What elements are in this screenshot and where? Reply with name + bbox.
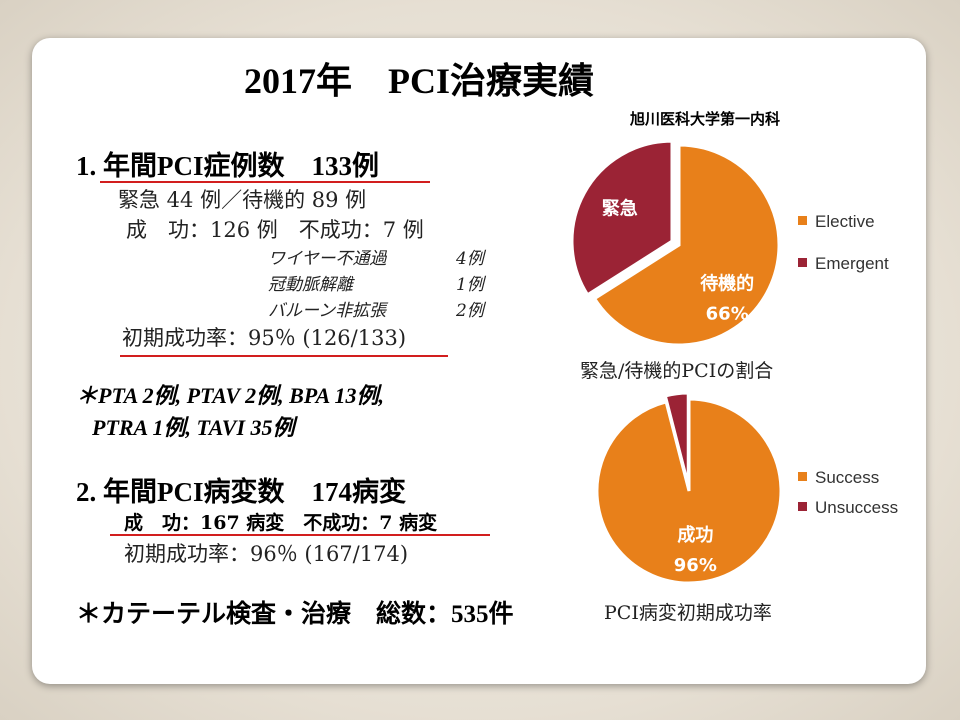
- pie-slice-elective: [592, 143, 781, 347]
- pie-value-label: 66%: [706, 303, 749, 324]
- legend-swatch: [798, 258, 807, 267]
- pie-value-label: 96%: [674, 555, 717, 576]
- section2-result-underline: [110, 534, 490, 536]
- procedure-note-line1: ＊PTA 2例, PTAV 2例, BPA 13例,: [76, 383, 385, 408]
- slide: 2017年 PCI治療実績 1. 年間PCI症例数 133例 緊急 44 例／待…: [32, 38, 926, 684]
- page-title: 2017年 PCI治療実績: [244, 61, 594, 101]
- legend-label: Success: [815, 468, 880, 487]
- section1-result: 成 功：126 例 不成功：7 例: [126, 218, 424, 242]
- chart1-caption: 緊急/待機的PCIの割合: [580, 360, 774, 382]
- section1-heading-underline: [100, 181, 430, 183]
- legend-label: Unsuccess: [815, 498, 899, 517]
- section2-success-rate: 初期成功率：96％ (167/174): [124, 542, 409, 566]
- pie-slice-success: [595, 397, 783, 585]
- failure-count-1: 4例: [456, 249, 484, 269]
- failure-count-2: 1例: [456, 275, 484, 295]
- failure-reason-3: バルーン非拡張: [268, 301, 387, 321]
- chart2-pie: 成功 96%: [595, 391, 783, 585]
- chart2-legend-success: Success: [798, 468, 879, 488]
- section2-heading: 2. 年間PCI病変数 174病変: [76, 477, 406, 507]
- pie-slice-emergent: [570, 139, 674, 297]
- legend-label: Elective: [815, 212, 875, 231]
- chart1-title: 旭川医科大学第一内科: [630, 110, 781, 128]
- failure-reason-2: 冠動脈解離: [268, 275, 353, 295]
- failure-reason-1: ワイヤー不通過: [268, 249, 387, 269]
- legend-swatch: [798, 502, 807, 511]
- section1-success-rate: 初期成功率：95％ (126/133): [122, 326, 407, 350]
- pie-slice-unsuccess: [663, 391, 690, 486]
- pie-slice-label: 成功: [677, 524, 713, 546]
- legend-label: Emergent: [815, 254, 889, 273]
- procedure-note-line2: PTRA 1例, TAVI 35例: [92, 415, 295, 440]
- pie-slice-label: 緊急: [602, 198, 638, 220]
- legend-swatch: [798, 472, 807, 481]
- section1-breakdown: 緊急 44 例／待機的 89 例: [118, 188, 367, 212]
- pie-slice-label: 待機的: [700, 272, 754, 294]
- catheter-total-note: ＊カテーテル検査・治療 総数：535件: [76, 601, 514, 628]
- section2-result: 成 功：167 病変 不成功：7 病変: [124, 512, 438, 534]
- chart1-pie: 待機的 66% 緊急: [570, 139, 781, 347]
- chart1-legend-emergent: Emergent: [798, 254, 889, 274]
- legend-swatch: [798, 216, 807, 225]
- section1-rate-underline: [120, 355, 448, 357]
- chart2-caption: PCI病変初期成功率: [604, 602, 772, 624]
- section1-heading: 1. 年間PCI症例数 133例: [76, 151, 379, 181]
- chart2-legend-unsuccess: Unsuccess: [798, 498, 898, 518]
- chart1-legend-elective: Elective: [798, 212, 875, 232]
- failure-count-3: 2例: [456, 301, 484, 321]
